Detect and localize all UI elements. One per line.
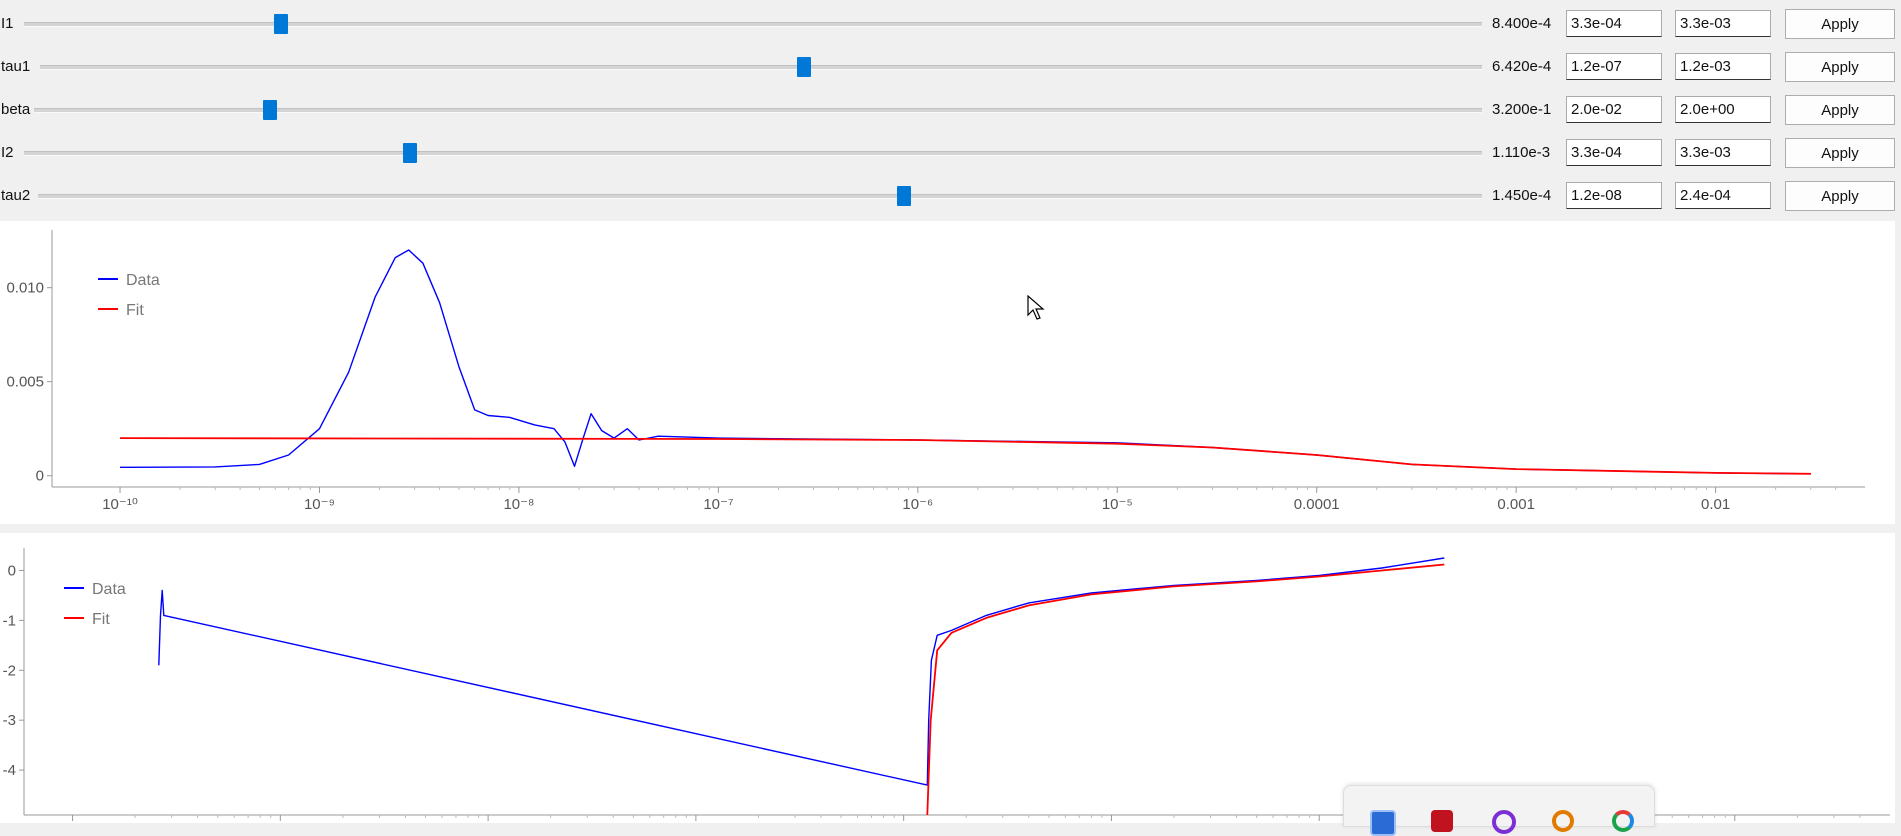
min-field[interactable] [1566, 53, 1662, 80]
circle-app-icon[interactable] [1492, 810, 1516, 834]
slider-row-tau2: tau2 1.450e-4 Apply [0, 174, 1901, 217]
y-tick-label: -4 [3, 762, 16, 779]
slider-track[interactable] [38, 194, 1482, 199]
max-field[interactable] [1675, 53, 1771, 80]
x-tick-label: 0.01 [1701, 496, 1730, 513]
mouse-cursor-icon [1027, 295, 1045, 320]
apply-button[interactable]: Apply [1785, 9, 1895, 39]
param-label: tau2 [1, 187, 31, 204]
slider-handle[interactable] [273, 14, 288, 34]
color-wheel-app-icon[interactable] [1612, 810, 1634, 832]
y-tick-label: 0 [8, 562, 16, 579]
y-tick-label: 0.005 [6, 374, 44, 391]
pin-app-icon[interactable] [1552, 810, 1574, 832]
x-tick-label: 10⁻⁶ [902, 496, 933, 513]
x-tick-label: 10⁻⁹ [304, 496, 335, 513]
param-label: I2 [1, 144, 14, 161]
slider-handle[interactable] [797, 57, 812, 77]
plot-main-svg[interactable]: 0 0.005 0.010 10⁻¹⁰ 10⁻⁹ 10⁻⁸ 10⁻⁷ 10⁻⁶ 10⁻⁵ 0.00… [0, 221, 1895, 524]
y-tick-label: -2 [3, 662, 16, 679]
min-field[interactable] [1566, 10, 1662, 37]
legend-label: Fit [126, 302, 144, 319]
apply-button[interactable]: Apply [1785, 52, 1895, 82]
slider-track[interactable] [34, 108, 1482, 113]
legend-label: Fit [92, 611, 110, 628]
max-field[interactable] [1675, 10, 1771, 37]
series-line-data [158, 557, 1445, 786]
param-value: 6.420e-4 [1492, 58, 1552, 75]
param-value: 8.400e-4 [1492, 15, 1552, 32]
param-value: 1.450e-4 [1492, 187, 1552, 204]
max-field[interactable] [1675, 182, 1771, 209]
y-tick-label: -3 [3, 712, 16, 729]
min-field[interactable] [1566, 139, 1662, 166]
param-label: I1 [1, 15, 14, 32]
param-label: beta [1, 101, 31, 118]
x-tick-label: 0.0001 [1294, 496, 1340, 513]
x-tick-label: 10⁻⁸ [503, 496, 534, 513]
legend-label: Data [92, 581, 126, 598]
apply-button[interactable]: Apply [1785, 181, 1895, 211]
pdf-app-icon[interactable] [1431, 810, 1453, 832]
taskbar-tray-flyout [1343, 785, 1655, 836]
y-tick-label: 0 [36, 468, 44, 485]
slider-row-i2: I2 1.110e-3 Apply [0, 131, 1901, 174]
legend-label: Data [126, 272, 160, 289]
slider-track[interactable] [24, 151, 1482, 156]
plot-main[interactable]: 0 0.005 0.010 10⁻¹⁰ 10⁻⁹ 10⁻⁸ 10⁻⁷ 10⁻⁶ 10⁻⁵ 0.00… [0, 221, 1895, 524]
slider-row-beta: beta 3.200e-1 Apply [0, 88, 1901, 131]
apply-button[interactable]: Apply [1785, 95, 1895, 125]
slider-handle[interactable] [263, 100, 278, 120]
slider-handle[interactable] [897, 186, 912, 206]
param-value: 1.110e-3 [1492, 144, 1551, 161]
min-field[interactable] [1566, 182, 1662, 209]
slider-row-i1: I1 8.400e-4 Apply [0, 2, 1901, 45]
y-tick-label: 0.010 [6, 280, 44, 297]
y-tick-label: -1 [3, 612, 16, 629]
apply-button[interactable]: Apply [1785, 138, 1895, 168]
param-label: tau1 [1, 58, 31, 75]
max-field[interactable] [1675, 139, 1771, 166]
x-tick-label: 10⁻⁵ [1102, 496, 1133, 513]
series-line-fit [926, 563, 1445, 816]
series-line-fit [119, 437, 1811, 475]
plot-derivative[interactable]: 0-1-2-3-410⁻⁸10⁻⁷10⁻⁶10⁻⁵0.00010.0010.01… [0, 533, 1895, 836]
x-tick-label: 10⁻¹⁰ [102, 496, 138, 513]
x-tick-label: 10⁻⁷ [703, 496, 733, 513]
slider-handle[interactable] [403, 143, 418, 163]
param-value: 3.200e-1 [1492, 101, 1552, 118]
slider-row-tau1: tau1 6.420e-4 Apply [0, 45, 1901, 88]
shield-check-icon[interactable] [1370, 810, 1396, 836]
slider-track[interactable] [40, 65, 1482, 70]
x-tick-label: 0.001 [1497, 496, 1535, 513]
max-field[interactable] [1675, 96, 1771, 123]
min-field[interactable] [1566, 96, 1662, 123]
plot-derivative-svg[interactable]: 0-1-2-3-410⁻⁸10⁻⁷10⁻⁶10⁻⁵0.00010.0010.01… [0, 533, 1895, 836]
slider-track[interactable] [24, 22, 1482, 27]
